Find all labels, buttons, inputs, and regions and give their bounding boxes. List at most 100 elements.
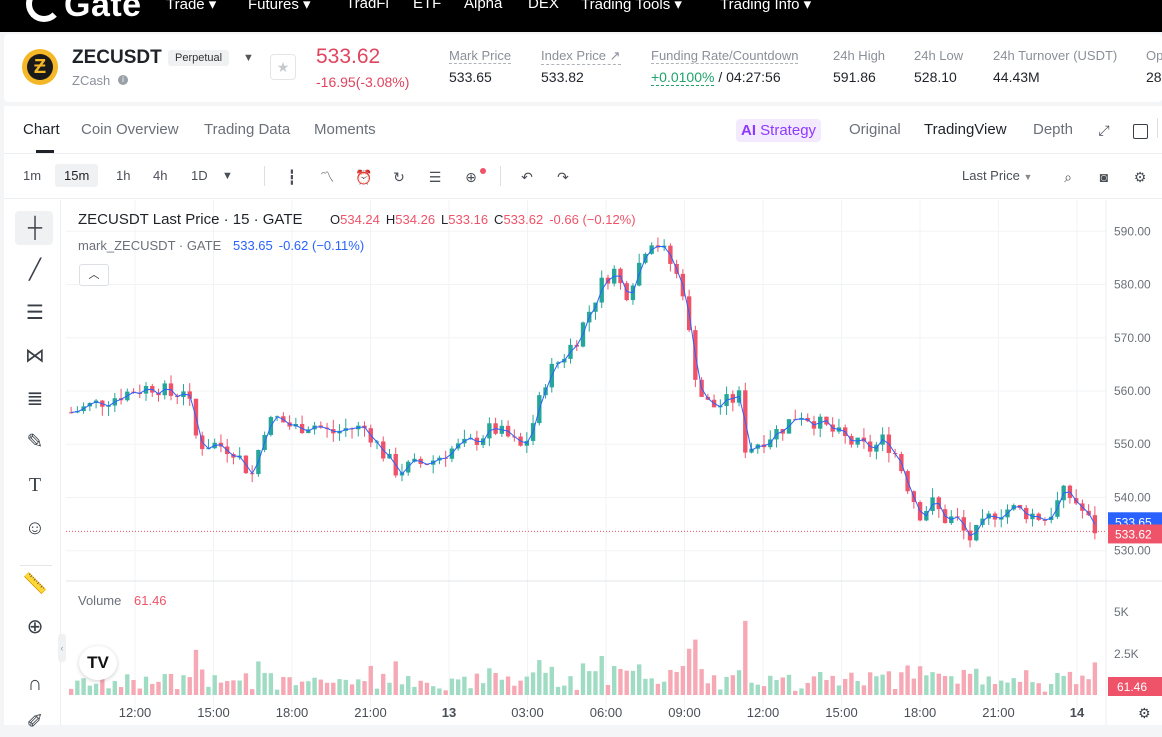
redo-icon[interactable]: ↷ [557,169,569,185]
price-chart[interactable]: 590.00 580.00 570.00 560.00 550.00 540.00 530.… [62,200,1162,725]
volume-bar [480,683,486,695]
price-axis[interactable]: 590.00 580.00 570.00 560.00 550.00 540.00 530.… [1114,224,1151,557]
ticker-header [4,34,1162,102]
time-tick-label: 12:00 [119,705,152,720]
search-icon[interactable]: ⌕ [1064,169,1072,185]
volume-bar [630,670,636,695]
tab-chart[interactable]: Chart [23,121,60,138]
volume-bar [231,680,236,695]
index-price-label[interactable]: Index Price ↗ [541,48,621,65]
camera-icon[interactable]: ◙ [1099,169,1109,185]
funding-rate-value: +0.0100% / 04:27:56 [651,69,781,86]
last-price: 533.62 [316,45,381,68]
text-icon[interactable]: T [28,474,42,496]
nav-item-4[interactable]: Alpha [464,0,503,12]
tab-trading-data[interactable]: Trading Data [204,121,291,138]
indicators-icon[interactable]: 〽 [320,169,334,185]
gate-logo[interactable]: Gate [26,0,142,25]
volume-bar [487,668,492,695]
trend-line-icon[interactable]: ╱ [28,259,42,281]
volume-bar [1036,683,1041,695]
volume-bar [424,682,430,695]
crosshair-icon[interactable]: ┼ [27,217,43,239]
timeframe-dropdown-icon[interactable]: ▼ [222,170,233,182]
mark-price-label[interactable]: Mark Price [449,48,512,64]
legend-c: 533.62 [503,212,543,227]
volume-bar [306,681,311,695]
turnover-label: 24h Turnover (USDT) [993,48,1118,63]
timeframe-1d[interactable]: 1D [191,168,208,183]
volume-bar [1073,684,1079,695]
volume-bar [749,682,754,695]
volume-bar [131,680,136,695]
expand-icon[interactable]: ⤢ [1098,122,1110,138]
volume-bar [1030,682,1035,695]
tab-coin-overview[interactable]: Coin Overview [81,121,179,138]
volume-bar [293,685,299,695]
undo-icon[interactable]: ↶ [521,169,533,185]
candle-body [68,412,74,414]
zoom-in-icon[interactable]: ⊕ [26,616,44,638]
time-axis[interactable]: 12:00 15:00 18:00 21:00 13 03:00 06:00 09:00 12:… [119,705,1085,720]
collapse-legend-button[interactable]: ︿ [79,264,109,286]
timeframe-15m[interactable]: 15m [55,164,99,187]
info-icon[interactable]: i [118,75,128,85]
volume-bar [349,684,355,695]
horizontal-lines-icon[interactable]: ☰ [26,302,44,324]
tab-moments[interactable]: Moments [314,121,376,138]
open-interest-value: 28 [1146,69,1162,85]
tab-original[interactable]: Original [849,121,901,138]
window-icon[interactable] [1133,124,1148,139]
symbol-dropdown-icon[interactable]: ▼ [243,52,254,64]
emoji-icon[interactable]: ☺ [24,517,46,539]
strategy-button[interactable]: AI Strategy [736,119,822,142]
volume-bar [724,676,729,695]
gear-icon[interactable]: ⚙ [1133,169,1147,185]
nav-item-6[interactable]: Trading Tools ▾ [581,0,682,13]
volume-bar [93,683,99,695]
lock-icon[interactable]: ✐ [26,711,44,733]
volume-bar [711,675,717,695]
volume-bar [468,688,473,695]
ruler-icon[interactable]: 📏 [22,573,48,595]
volume-bar [449,678,455,695]
volume-bar [499,679,505,695]
nav-item-1[interactable]: Futures ▾ [248,0,311,13]
timeframe-1h[interactable]: 1h [116,168,131,183]
tab-depth[interactable]: Depth [1033,121,1074,138]
timeframe-4h[interactable]: 4h [153,168,168,183]
nav-item-0[interactable]: Trade ▾ [166,0,217,13]
nav-item-2[interactable]: TradFi [346,0,389,12]
candle-type-icon[interactable]: ┇ [287,169,297,185]
tab-tradingview[interactable]: TradingView [924,121,1007,138]
price-type-select[interactable]: Last Price ▼ [962,168,1033,183]
collapse-tools-icon[interactable]: ‹ [58,634,66,662]
nav-item-3[interactable]: ETF [413,0,442,12]
funding-rate-label[interactable]: Funding Rate/Countdown [651,48,799,64]
nav-item-5[interactable]: DEX [528,0,559,12]
templates-icon[interactable]: ☰ [428,169,442,185]
fib-icon[interactable]: ≣ [26,388,44,410]
time-tick-label: 15:00 [197,705,230,720]
timeframe-1m[interactable]: 1m [23,168,42,183]
nav-item-7[interactable]: Trading Info ▾ [720,0,812,13]
volume-bar [668,669,673,695]
volume-bar [337,679,342,695]
coin-name: ZCash [72,73,111,88]
replay-icon[interactable]: ↻ [393,169,405,185]
tradingview-logo[interactable]: TV [79,646,117,680]
volume-bar [980,684,985,695]
toolbar-divider [500,166,501,186]
alert-icon[interactable]: ⏰ [355,169,373,185]
magnet-icon[interactable]: ∩ [27,673,43,695]
volume-bar [143,676,149,695]
last-price-tag-bg [1108,524,1162,544]
brush-icon[interactable]: ✎ [26,431,44,453]
pattern-icon[interactable]: ⋈ [25,345,45,367]
symbol-name[interactable]: ZECUSDT [72,47,162,68]
volume-bar [768,675,773,695]
volume-bar [861,685,867,695]
add-icon[interactable]: ⊕ [465,169,477,185]
favorite-star-icon[interactable]: ★ [270,54,296,80]
